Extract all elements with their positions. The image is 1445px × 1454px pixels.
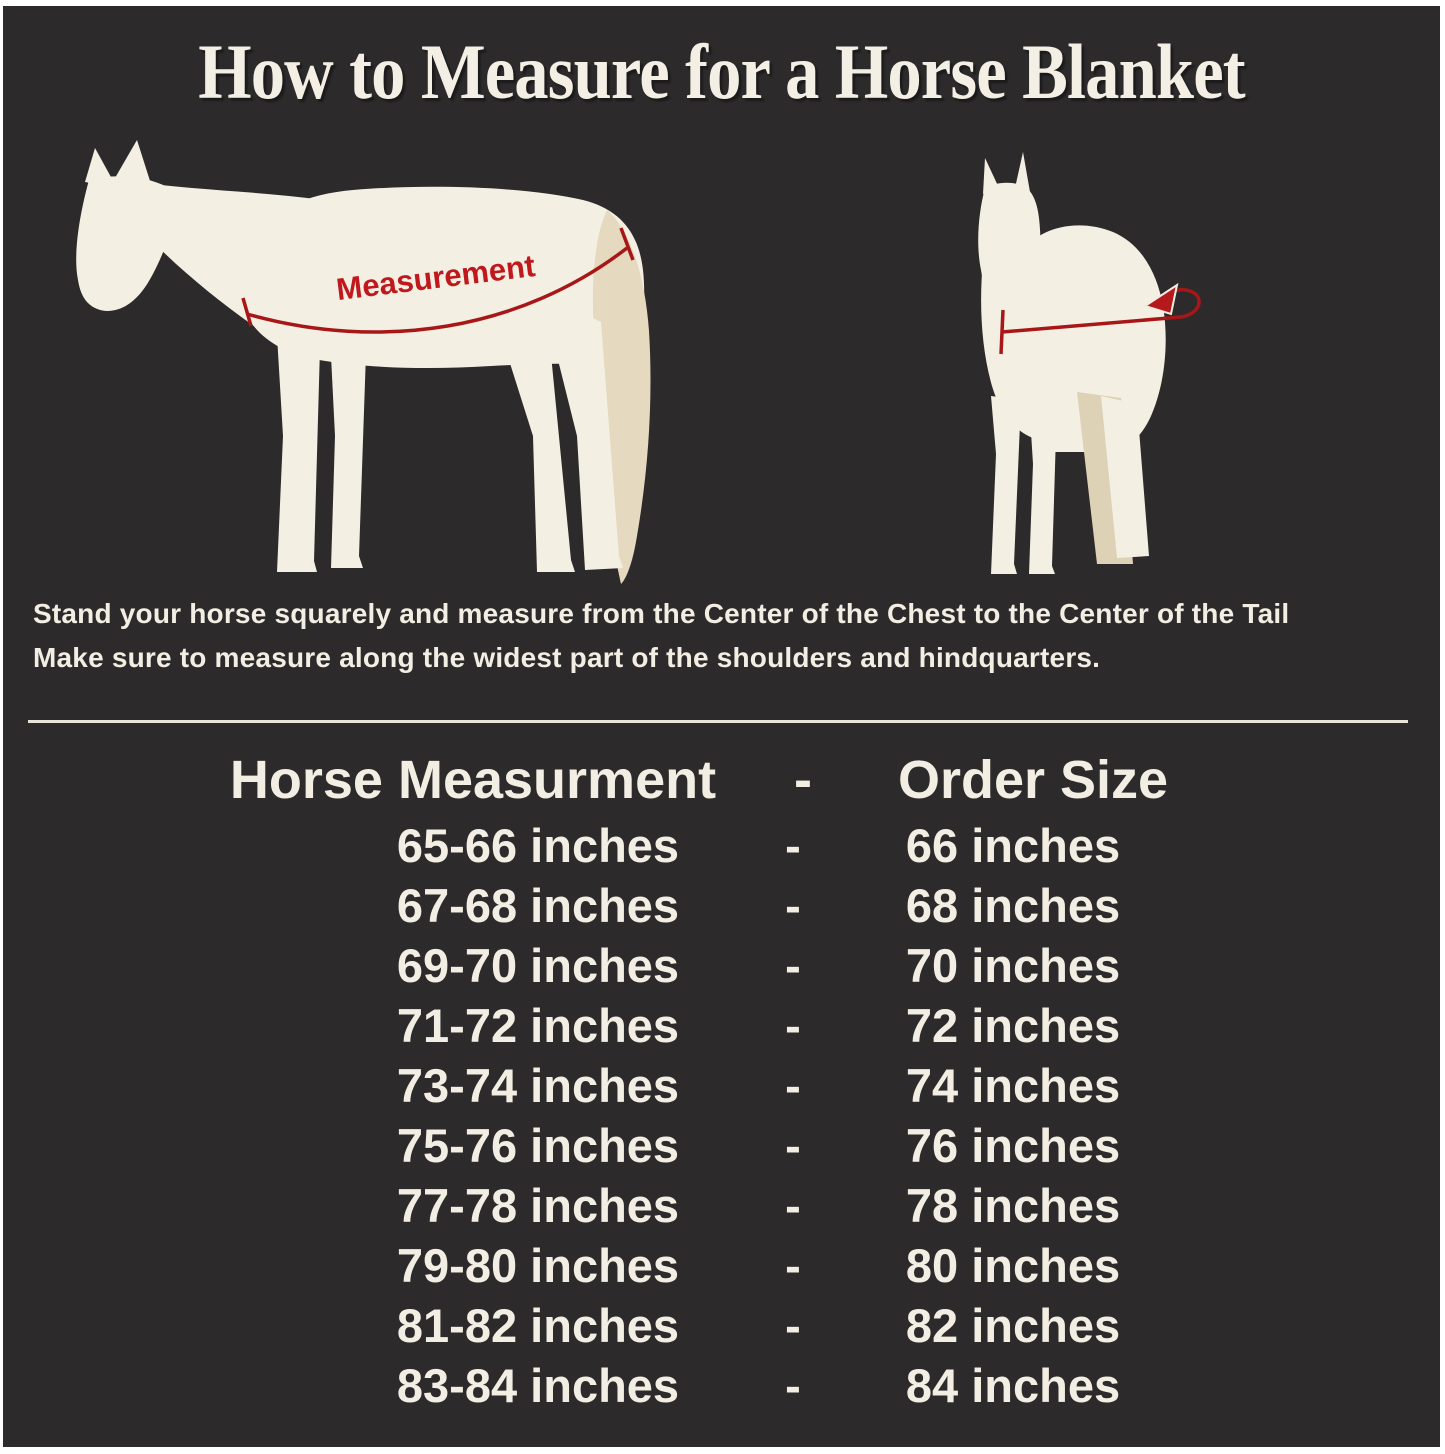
order-size-cell: 68 inches bbox=[905, 879, 1121, 932]
page-title: How to Measure for a Horse Blanket bbox=[198, 28, 1245, 115]
horse-ear bbox=[115, 140, 151, 184]
horse-head bbox=[76, 176, 173, 311]
measurement-cell: 67-68 inches bbox=[396, 879, 680, 932]
infographic-canvas: How to Measure for a Horse Blanket bbox=[3, 6, 1440, 1447]
table-row: 71-72 inches - 72 inches bbox=[3, 996, 1440, 1056]
separator-cell: - bbox=[785, 939, 801, 992]
measurement-cell: 73-74 inches bbox=[396, 1059, 680, 1112]
section-divider bbox=[28, 720, 1408, 723]
table-row: 75-76 inches - 76 inches bbox=[3, 1116, 1440, 1176]
order-size-cell: 72 inches bbox=[905, 999, 1121, 1052]
measurement-cell: 77-78 inches bbox=[396, 1179, 680, 1232]
table-row: 83-84 inches - 84 inches bbox=[3, 1356, 1440, 1416]
side-horse-illustration: Measurement bbox=[76, 140, 651, 584]
measurement-cell: 75-76 inches bbox=[396, 1119, 680, 1172]
header-horse-measurement: Horse Measurment bbox=[229, 750, 717, 810]
horse-ear bbox=[983, 158, 999, 194]
side-horse-silhouette bbox=[76, 140, 651, 584]
separator-cell: - bbox=[785, 1119, 801, 1172]
front-horse-silhouette bbox=[978, 152, 1166, 574]
instructions-line-2: Make sure to measure along the widest pa… bbox=[33, 642, 1101, 673]
separator-cell: - bbox=[785, 1239, 801, 1292]
separator-cell: - bbox=[785, 819, 801, 872]
horse-ear bbox=[1015, 152, 1030, 192]
table-row: 69-70 inches - 70 inches bbox=[3, 936, 1440, 996]
separator-cell: - bbox=[785, 1299, 801, 1352]
horse-neck bbox=[981, 260, 1055, 440]
separator-cell: - bbox=[785, 1059, 801, 1112]
measurement-line bbox=[246, 246, 629, 334]
separator-cell: - bbox=[785, 1179, 801, 1232]
table-row: 79-80 inches - 80 inches bbox=[3, 1236, 1440, 1296]
measurement-cell: 71-72 inches bbox=[396, 999, 680, 1052]
front-leg bbox=[991, 396, 1021, 574]
table-row: 73-74 inches - 74 inches bbox=[3, 1056, 1440, 1116]
header-order-size: Order Size bbox=[897, 750, 1169, 810]
header-separator: - bbox=[794, 750, 812, 810]
table-row: 81-82 inches - 82 inches bbox=[3, 1296, 1440, 1356]
front-leg bbox=[275, 302, 321, 572]
separator-cell: - bbox=[785, 999, 801, 1052]
girth-arrow-annotation bbox=[999, 282, 1201, 355]
size-chart: 65-66 inches - 66 inches 67-68 inches - … bbox=[3, 816, 1440, 1416]
order-size-cell: 66 inches bbox=[905, 819, 1121, 872]
instructions-line-1: Stand your horse squarely and measure fr… bbox=[33, 598, 1290, 629]
separator-cell: - bbox=[785, 879, 801, 932]
measurement-cell: 65-66 inches bbox=[396, 819, 680, 872]
order-size-cell: 82 inches bbox=[905, 1299, 1121, 1352]
size-chart-header: Horse Measurment - Order Size bbox=[3, 746, 1440, 814]
hind-leg bbox=[495, 316, 575, 572]
measurement-cell: 83-84 inches bbox=[396, 1359, 680, 1412]
separator-cell: - bbox=[785, 1359, 801, 1412]
arrowhead-icon bbox=[1142, 282, 1179, 316]
instructions-text: Stand your horse squarely and measure fr… bbox=[33, 592, 1289, 680]
front-leg bbox=[329, 316, 367, 568]
order-size-cell: 70 inches bbox=[905, 939, 1121, 992]
front-horse-illustration bbox=[978, 152, 1201, 574]
order-size-cell: 78 inches bbox=[905, 1179, 1121, 1232]
hind-leg bbox=[1101, 396, 1149, 558]
horse-head bbox=[978, 182, 1041, 309]
front-leg bbox=[1029, 400, 1057, 574]
measurement-cell: 79-80 inches bbox=[396, 1239, 680, 1292]
order-size-cell: 80 inches bbox=[905, 1239, 1121, 1292]
order-size-cell: 84 inches bbox=[905, 1359, 1121, 1412]
table-row: 67-68 inches - 68 inches bbox=[3, 876, 1440, 936]
horse-ear bbox=[85, 148, 117, 188]
hind-leg bbox=[541, 292, 623, 570]
measurement-cell: 81-82 inches bbox=[396, 1299, 680, 1352]
measurement-cell: 69-70 inches bbox=[396, 939, 680, 992]
table-row: 65-66 inches - 66 inches bbox=[3, 816, 1440, 876]
table-row: 77-78 inches - 78 inches bbox=[3, 1176, 1440, 1236]
order-size-cell: 74 inches bbox=[905, 1059, 1121, 1112]
order-size-cell: 76 inches bbox=[905, 1119, 1121, 1172]
